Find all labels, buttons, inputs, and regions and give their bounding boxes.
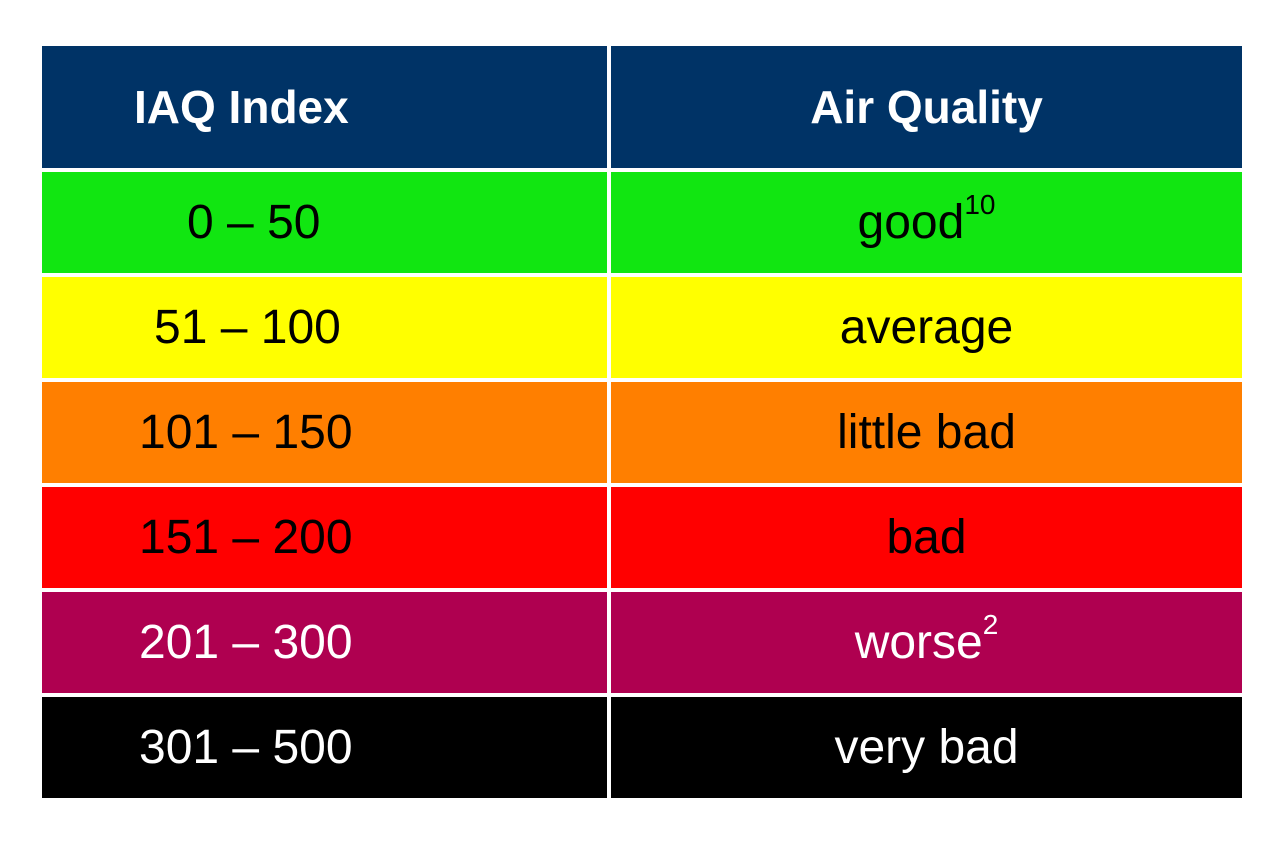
quality-label-1: average bbox=[839, 300, 1014, 354]
range-cell-5: 301 – 500 bbox=[42, 697, 607, 798]
header-air-quality: Air Quality bbox=[611, 46, 1242, 168]
quality-cell-4: worse 2 bbox=[611, 592, 1242, 693]
quality-cell-3: bad bbox=[611, 487, 1242, 588]
quality-label-0: good bbox=[857, 195, 965, 249]
quality-cell-2: little bad bbox=[611, 382, 1242, 483]
range-cell-1: 51 – 100 bbox=[42, 277, 607, 378]
quality-cell-1: average bbox=[611, 277, 1242, 378]
footnote-marker-0: 10 bbox=[964, 188, 996, 220]
quality-label-4: worse bbox=[854, 615, 983, 669]
iaq-table: IAQ Index Air Quality 0 – 50 good 10 51 –… bbox=[42, 46, 1242, 798]
quality-cell-0: good 10 bbox=[611, 172, 1242, 273]
quality-cell-5: very bad bbox=[611, 697, 1242, 798]
quality-label-5: very bad bbox=[834, 720, 1019, 774]
footnote-marker-4: 2 bbox=[982, 608, 999, 640]
range-cell-2: 101 – 150 bbox=[42, 382, 607, 483]
quality-label-2: little bad bbox=[837, 405, 1016, 459]
range-cell-0: 0 – 50 bbox=[42, 172, 607, 273]
header-iaq-index: IAQ Index bbox=[42, 46, 607, 168]
range-cell-3: 151 – 200 bbox=[42, 487, 607, 588]
quality-label-3: bad bbox=[886, 510, 967, 564]
range-cell-4: 201 – 300 bbox=[42, 592, 607, 693]
